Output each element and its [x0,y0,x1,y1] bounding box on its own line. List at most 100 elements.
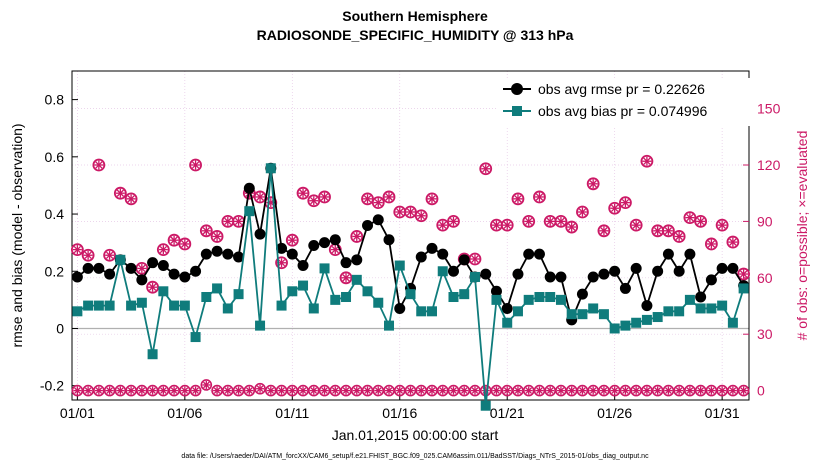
obs-possible-point [726,235,740,249]
rmse-point [619,282,631,294]
obs-possible-point [672,230,686,243]
obs-possible-point [167,233,181,247]
obs-possible-point [565,220,579,234]
obs-evaluated-point [330,245,340,255]
asterisk-stroke [213,232,221,241]
obs-possible-point [608,201,622,215]
bias-point [244,206,255,217]
baseline-evaluated-point [331,386,340,395]
x-tick-label: 01/16 [382,405,417,421]
rmse-point [458,254,470,266]
baseline-evaluated-point [137,386,146,395]
baseline-evaluated-point [342,386,351,395]
asterisk-stroke [686,387,694,394]
obs-evaluated-point [524,216,534,226]
bias-point [545,292,556,303]
asterisk-stroke [289,387,296,394]
series-layer [70,154,751,411]
asterisk-stroke [95,387,103,394]
baseline-evaluated-point [374,386,383,395]
obs-evaluated-point [567,222,577,232]
asterisk-stroke [697,387,704,394]
asterisk-stroke [417,387,425,394]
obs-evaluated-point [631,220,641,230]
bias-point [695,303,706,314]
rmse-point [480,268,492,280]
obs-evaluated-point [545,216,555,226]
rmse-point [147,257,159,269]
obs-possible-point [339,271,353,285]
obs-possible-point [619,196,632,210]
y-axis-right-label: # of obs: o=possible; ×=evaluated [794,131,810,341]
asterisk-stroke [191,161,200,169]
asterisk-stroke [525,387,532,394]
obs-evaluated-point [427,194,437,204]
asterisk-stroke [493,387,500,394]
bias-point [738,283,749,294]
rmse-point [415,251,427,263]
rmse-point [426,242,438,254]
bias-point [577,309,588,320]
asterisk-stroke [256,385,264,393]
asterisk-stroke [729,387,737,394]
y-axis-left-label: rmse and bias (model - observation) [9,123,25,347]
bias-point [555,294,566,305]
rmse-point [125,262,137,274]
bias-point [169,300,180,311]
obs-evaluated-point [406,207,415,217]
bias-point [620,320,631,331]
obs-possible-point [382,190,396,204]
bias-point [72,306,83,317]
obs-possible-point [296,186,310,200]
bias-point [147,349,158,360]
obs-possible-point [199,224,213,238]
bias-point [287,286,298,297]
baseline-evaluated-point [470,386,479,395]
baseline-evaluated-point [127,386,136,395]
plot-area [71,70,750,401]
obs-possible-point [640,154,654,168]
baseline-evaluated-point [406,386,415,395]
bias-point [233,289,244,300]
asterisk-stroke [127,387,135,394]
obs-possible-point [156,243,170,257]
asterisk-stroke [310,197,318,205]
asterisk-stroke [503,221,511,229]
series-obs-baseline [71,379,750,397]
baseline-evaluated-point [599,386,608,395]
obs-evaluated-point [642,156,652,166]
x-tick-label: 01/06 [167,405,202,421]
bias-point [588,303,599,314]
asterisk-stroke [536,387,543,394]
asterisk-stroke [471,255,479,263]
bias-point [566,309,577,320]
legend-box [498,78,750,126]
bias-point [255,320,266,331]
obs-evaluated-point [158,245,168,255]
asterisk-stroke [675,232,683,241]
bias-point [319,263,330,274]
series-obs-possible [70,154,751,294]
baseline-evaluated-point [503,386,512,395]
obs-possible-point [210,230,224,243]
asterisk-stroke [181,240,189,248]
asterisk-stroke [417,212,425,220]
bias-point [598,309,609,320]
rmse-point [104,268,116,280]
legend-marker-bias [512,106,522,116]
obs-possible-point [285,233,299,247]
bias-point [426,306,437,317]
rmse-point [233,251,245,263]
asterisk-stroke [557,217,565,226]
obs-possible-point [361,192,374,206]
baseline-evaluated-point [685,386,694,395]
asterisk-stroke [471,387,479,394]
obs-possible-point [425,192,439,206]
rmse-point [329,234,341,246]
rmse-point [727,262,739,274]
asterisk-stroke [428,195,436,203]
rmse-point [362,219,374,231]
baseline-evaluated-point [664,386,673,395]
asterisk-stroke [278,387,285,394]
bias-point [276,300,287,311]
